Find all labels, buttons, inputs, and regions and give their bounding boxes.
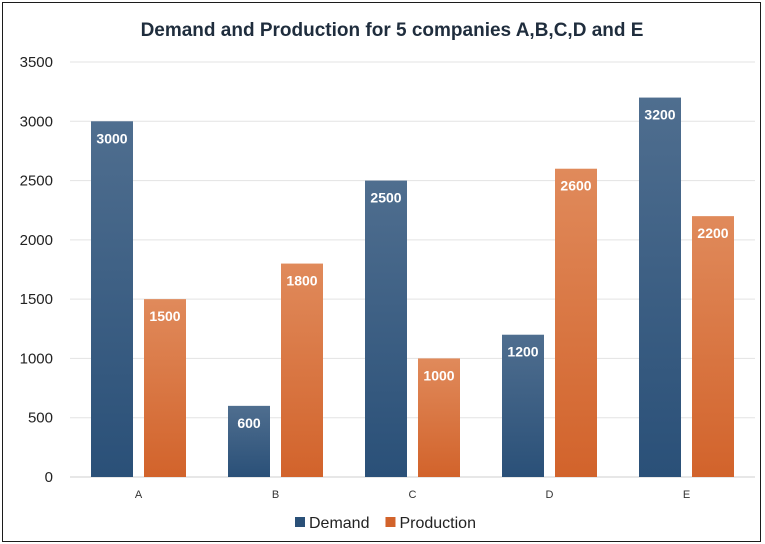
y-tick-label: 3000: [20, 113, 53, 130]
bar-production-e: [692, 216, 734, 477]
x-tick-label: C: [409, 489, 417, 501]
bar-demand-e: [639, 97, 681, 478]
chart-title: Demand and Production for 5 companies A,…: [141, 20, 644, 41]
bar-production-d: [555, 168, 597, 477]
y-tick-label: 1500: [20, 291, 53, 308]
data-label-production-a: 1500: [149, 308, 180, 324]
data-label-production-d: 2600: [560, 178, 591, 194]
bar-demand-d: [502, 334, 544, 477]
y-tick-label: 1000: [20, 350, 53, 367]
bar-demand-a: [91, 121, 133, 478]
legend-label-demand: Demand: [309, 515, 369, 532]
y-tick-label: 2000: [20, 232, 53, 249]
x-tick-label: B: [272, 489, 279, 501]
y-tick-label: 500: [28, 410, 53, 427]
bar-production-b: [281, 263, 323, 477]
x-tick-label: A: [135, 489, 143, 501]
data-label-demand-a: 3000: [96, 130, 127, 146]
legend-label-production: Production: [399, 515, 476, 532]
data-label-demand-e: 3200: [644, 107, 675, 123]
data-label-production-e: 2200: [697, 225, 728, 241]
legend-swatch-production: [385, 517, 396, 527]
bar-demand-c: [365, 180, 407, 478]
x-tick-label: D: [546, 489, 554, 501]
data-label-demand-d: 1200: [507, 344, 538, 360]
bar-production-c: [418, 358, 460, 477]
data-label-demand-b: 600: [237, 415, 261, 431]
x-tick-label: E: [683, 489, 690, 501]
y-tick-label: 0: [45, 469, 53, 486]
legend-swatch-demand: [295, 517, 305, 527]
y-tick-label: 3500: [20, 54, 53, 71]
bar-demand-b: [228, 405, 270, 477]
bar-production-a: [144, 299, 186, 477]
data-label-production-c: 1000: [423, 367, 454, 383]
data-label-production-b: 1800: [286, 273, 317, 289]
y-tick-label: 2500: [20, 173, 53, 190]
data-label-demand-c: 2500: [370, 190, 401, 206]
